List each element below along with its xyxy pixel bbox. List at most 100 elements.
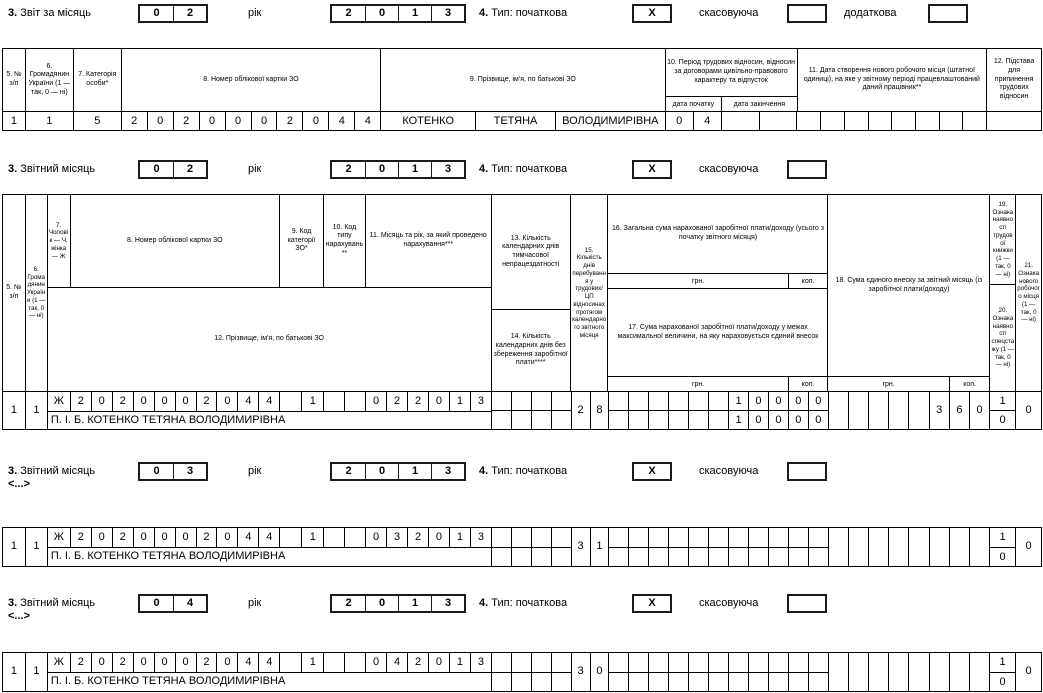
- cell: 0: [174, 528, 196, 547]
- cell: 0: [90, 528, 112, 547]
- cell: 1: [301, 392, 323, 411]
- wage-block: [608, 653, 828, 691]
- accrual-type-cells: [323, 392, 365, 411]
- cell: [344, 528, 365, 547]
- citizen-flag: 1: [24, 392, 47, 429]
- field4-number: 4.: [479, 465, 489, 477]
- flags-block: 1 0: [989, 653, 1016, 691]
- t1-col10-header: 10. Період трудових відносин, відносин з…: [664, 49, 797, 111]
- cell: [530, 392, 551, 411]
- cell: [280, 392, 301, 411]
- year-label: рік: [248, 597, 262, 609]
- cell: [948, 528, 969, 566]
- cell: [708, 411, 728, 429]
- labor-book-flag: 1: [999, 656, 1006, 668]
- cell: 0: [198, 112, 225, 130]
- field4-text: Тип: початкова: [491, 597, 568, 609]
- cell: [767, 673, 788, 691]
- cell: 0: [373, 395, 380, 407]
- t1-start-date-header: дата початку: [672, 100, 715, 108]
- cell: 0: [90, 392, 112, 411]
- cell: [789, 6, 825, 21]
- hrn-label: грн.: [882, 380, 895, 388]
- cell: 0: [90, 653, 112, 672]
- cell: 8: [589, 392, 609, 429]
- cell: [344, 392, 365, 411]
- cell: [962, 112, 986, 130]
- field4-text: Тип: початкова: [491, 7, 568, 19]
- cell: [914, 112, 939, 130]
- cell: [492, 548, 511, 566]
- cell: 2: [345, 7, 352, 19]
- cell: [789, 162, 825, 177]
- cell: [344, 653, 365, 672]
- cell: [648, 548, 668, 566]
- t2-col17-units: грн. коп.: [608, 376, 828, 391]
- cell: 0: [748, 392, 768, 411]
- type-cancel-label: скасовуюча: [699, 7, 759, 19]
- cell: [530, 673, 551, 691]
- cell: [609, 548, 628, 566]
- cell: [510, 653, 531, 672]
- cell: 0: [365, 6, 398, 21]
- cell: 0: [216, 653, 237, 672]
- cell: [847, 653, 868, 691]
- cell: [829, 653, 848, 691]
- cell: [888, 653, 908, 691]
- cell: [492, 411, 511, 429]
- field4-label: 4. Тип: початкова: [479, 163, 567, 175]
- cell: 0: [807, 411, 828, 429]
- cell: [648, 528, 668, 547]
- field3-number: 3.: [8, 465, 18, 477]
- cell: [609, 392, 628, 410]
- t1-end-date-cells: [720, 112, 797, 130]
- cell: [688, 411, 708, 429]
- cell: 0: [132, 392, 154, 411]
- cell: 0: [767, 411, 788, 429]
- cell: [748, 548, 768, 566]
- cell: 4: [173, 596, 206, 611]
- cell: [908, 528, 928, 566]
- citizen-flag: 1: [24, 653, 47, 691]
- hrn-label: грн.: [691, 380, 705, 388]
- cell: 4: [237, 392, 258, 411]
- t2-col11-header: 11. Місяць та рік, за який проведено нар…: [364, 195, 491, 287]
- cell: 0: [224, 112, 251, 130]
- field3-number: 3.: [8, 7, 18, 19]
- cell: [807, 653, 828, 672]
- cell: [908, 653, 928, 691]
- new-workplace-flag: 0: [1015, 653, 1041, 691]
- field3-text: Звітний місяць: [20, 163, 96, 175]
- t1-col10-title: 10. Період трудових відносин, відносин з…: [667, 59, 795, 84]
- labor-book-flag: 1: [999, 531, 1006, 543]
- cell: 2: [407, 528, 428, 547]
- t2-middle-header-group: 7. Чоловік — Ч, жінка — Ж 8. Номер облік…: [46, 195, 491, 391]
- total-wage-cells: [609, 653, 827, 672]
- cell: [843, 112, 868, 130]
- cell: 4: [328, 112, 354, 130]
- cell: 2: [77, 395, 84, 407]
- t2-col6-header: 6. Громадянин України (1 — так, 0 — ні): [24, 195, 47, 391]
- cell: [628, 528, 648, 547]
- cell: 0: [373, 656, 380, 668]
- t2-days-header-group: 13. Кількість календарних днів тимчасово…: [490, 195, 570, 391]
- t2-col19-header: 19. Ознака наявності трудової книжки (1 …: [992, 200, 1014, 278]
- year-label: рік: [248, 163, 262, 175]
- flags-block: 1 0: [989, 528, 1016, 566]
- cell: 1: [398, 464, 431, 479]
- cell: [891, 112, 915, 130]
- cell: 1: [589, 528, 609, 566]
- cell: [510, 411, 531, 429]
- full-name-line: П. І. Б. КОТЕНКО ТЕТЯНА ВОЛОДИМИРІВНА: [47, 547, 491, 566]
- cell: [807, 548, 828, 566]
